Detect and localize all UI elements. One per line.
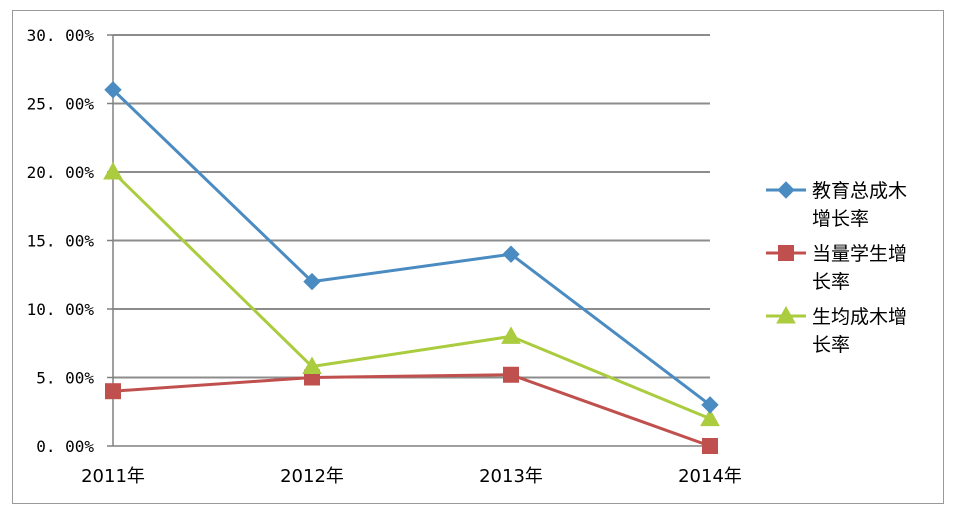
data-point — [105, 383, 121, 400]
series-3 — [103, 161, 720, 427]
data-point — [701, 396, 719, 414]
x-tick-label: 2013年 — [479, 466, 543, 487]
legend-label: 教育总成木 — [812, 180, 907, 202]
data-point — [503, 366, 519, 383]
legend-label: 长率 — [812, 334, 850, 356]
legend-label: 增长率 — [812, 208, 869, 230]
series-2 — [105, 366, 718, 454]
series-line — [112, 373, 711, 448]
data-point — [776, 305, 796, 324]
data-point — [104, 81, 122, 99]
legend-label: 生均成木增 — [812, 306, 907, 328]
grid-layer — [113, 34, 710, 379]
data-point — [778, 245, 794, 261]
data-point — [702, 438, 718, 454]
data-point — [103, 161, 123, 180]
data-point — [501, 326, 521, 344]
y-tick-label: 5. 00% — [36, 369, 94, 388]
y-tick-label: 20. 00% — [27, 163, 95, 182]
y-tick-label: 30. 00% — [27, 26, 95, 45]
y-tick-label: 0. 00% — [36, 437, 94, 456]
x-tick-label: 2012年 — [280, 466, 344, 487]
y-tick-label: 10. 00% — [27, 300, 95, 319]
y-tick-label: 25. 00% — [27, 95, 95, 114]
data-point — [302, 356, 322, 375]
series-layer — [103, 81, 720, 454]
x-tick-label: 2014年 — [678, 466, 742, 487]
series-line — [111, 170, 711, 420]
x-tick-label: 2011年 — [81, 466, 145, 487]
data-point — [303, 272, 321, 291]
data-point — [777, 181, 795, 199]
data-point — [502, 245, 520, 263]
y-tick-label: 15. 00% — [27, 232, 95, 251]
axis-layer — [107, 34, 710, 447]
series-1 — [104, 81, 719, 414]
legend-label: 当量学生增 — [812, 243, 907, 265]
data-point — [700, 408, 720, 427]
legend-label: 长率 — [812, 271, 850, 293]
series-line — [111, 88, 711, 407]
y-tick-labels: 0. 00% 5. 00% 10. 00% 15. 00% 20. 00% 25. 00%… — [27, 26, 95, 456]
x-tick-labels: 2011年 2012年 2013年 2014年 — [81, 466, 742, 487]
